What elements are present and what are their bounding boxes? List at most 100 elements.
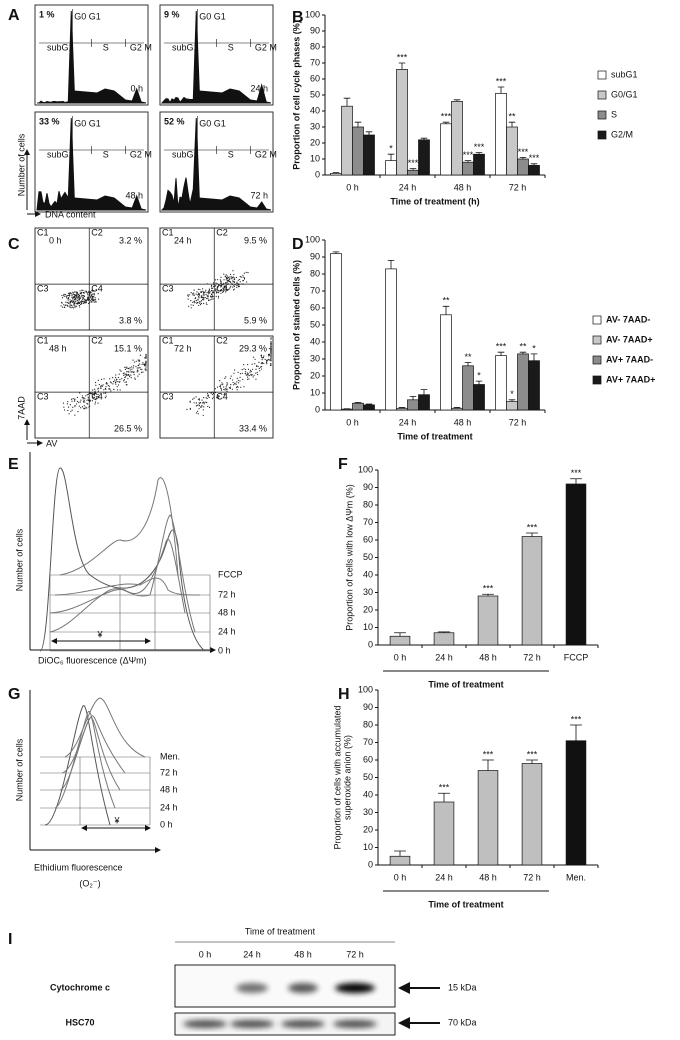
dot <box>214 279 217 281</box>
y-tick-label: 0 <box>315 169 320 179</box>
y-tick-label: 70 <box>310 57 320 67</box>
dot <box>225 276 228 279</box>
dot <box>190 299 192 302</box>
dot <box>256 365 258 367</box>
dot <box>212 298 214 300</box>
x-axis-label: DNA content <box>45 209 96 219</box>
dot <box>90 299 92 301</box>
dot <box>70 410 72 413</box>
dot <box>98 298 100 300</box>
dot-cloud <box>62 353 147 416</box>
dot <box>223 279 225 281</box>
y-tick-label: 40 <box>310 336 320 346</box>
dot <box>116 386 118 388</box>
panel-letter: H <box>338 686 350 703</box>
dot <box>83 301 85 304</box>
error-bar <box>497 86 505 94</box>
quadrant-label: C1 <box>37 227 49 237</box>
dot <box>84 398 86 400</box>
dot <box>87 297 90 300</box>
dot <box>74 296 76 298</box>
dot <box>234 382 236 384</box>
dot <box>270 337 272 339</box>
bar <box>451 101 463 176</box>
dot <box>69 305 71 307</box>
dot <box>95 384 97 386</box>
y-axis-label: Number of cells <box>14 528 24 591</box>
histogram-frame <box>159 4 274 106</box>
panel-letter: A <box>8 7 20 24</box>
dot <box>121 378 123 380</box>
significance: *** <box>496 76 507 86</box>
dot <box>230 384 232 386</box>
dot <box>270 355 272 357</box>
dot <box>76 400 79 403</box>
quadrant-label: C3 <box>37 391 49 401</box>
percent-label: 9 % <box>164 9 180 19</box>
dot <box>219 385 221 388</box>
significance: ** <box>464 352 472 362</box>
bar <box>517 353 529 411</box>
bar <box>528 165 540 176</box>
dot <box>261 359 263 361</box>
dot <box>78 299 81 301</box>
dot <box>209 291 211 293</box>
dot <box>64 304 66 306</box>
dot <box>75 300 77 302</box>
dot <box>75 303 78 305</box>
dot <box>229 273 232 276</box>
dot <box>201 402 204 404</box>
bar <box>407 399 419 411</box>
dot <box>203 406 205 408</box>
bar <box>389 635 411 646</box>
dot <box>226 390 228 392</box>
y-tick-label: 20 <box>310 137 320 147</box>
dot <box>137 370 139 372</box>
dot <box>192 293 194 295</box>
dot <box>115 374 117 376</box>
histogram-frame <box>34 4 149 106</box>
quadrant-label: C1 <box>162 227 174 237</box>
dot <box>215 295 217 297</box>
dot <box>71 301 74 303</box>
x-tick-label: 48 h <box>454 417 472 427</box>
dot <box>91 294 93 296</box>
dot <box>225 287 227 290</box>
dot <box>226 383 228 385</box>
dot <box>67 297 70 300</box>
dot <box>80 399 82 401</box>
x-axis-unit: (O₂⁻) <box>79 878 100 888</box>
dot <box>211 298 213 300</box>
dot <box>192 294 194 296</box>
error-bar <box>475 380 483 385</box>
dot <box>200 300 203 302</box>
bar <box>477 770 499 866</box>
dot <box>96 397 98 399</box>
x-tick-label: 48 h <box>479 872 497 882</box>
dot <box>232 379 234 381</box>
dot <box>72 307 75 309</box>
dot <box>126 366 128 368</box>
dot <box>113 388 115 391</box>
dot <box>80 302 83 304</box>
legend-label: AV+ 7AAD+ <box>606 374 655 384</box>
time-label: 24 h <box>174 235 192 245</box>
dot <box>61 306 64 308</box>
quadrant-label: C4 <box>91 391 103 401</box>
dot <box>94 381 97 384</box>
dot <box>205 397 207 399</box>
dot <box>241 372 243 374</box>
dot <box>128 371 130 373</box>
dot <box>88 299 90 301</box>
y-axis-label: superoxide anion (%) <box>342 735 352 820</box>
dot <box>87 399 90 402</box>
error-bar <box>464 362 472 366</box>
y-tick-label: 0 <box>368 639 373 649</box>
dot <box>74 398 76 400</box>
dot <box>66 304 68 306</box>
dot <box>219 279 221 281</box>
y-tick-label: 70 <box>363 737 373 747</box>
dot <box>223 282 225 284</box>
dot <box>242 274 244 276</box>
